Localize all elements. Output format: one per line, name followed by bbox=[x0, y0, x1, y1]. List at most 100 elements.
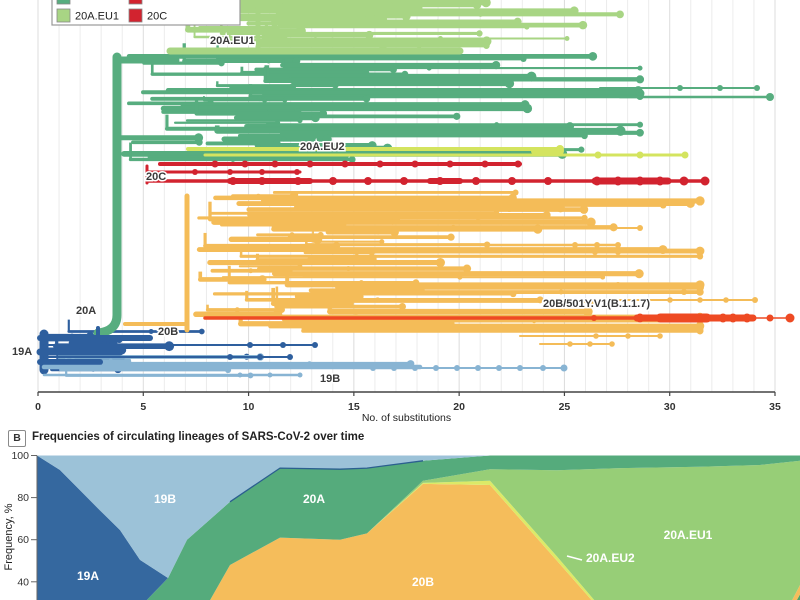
tree-tip-dot bbox=[509, 290, 517, 298]
tree-tip-dot bbox=[659, 202, 667, 209]
clade-label: 20C bbox=[146, 171, 166, 183]
tree-tip-dot bbox=[198, 328, 205, 335]
tree-tip-dot bbox=[678, 313, 688, 323]
tree-node-dot bbox=[541, 271, 547, 277]
tree-tip-dot bbox=[556, 145, 564, 153]
tree-tip-dot bbox=[391, 365, 397, 371]
tree-tip-dot bbox=[634, 269, 644, 279]
tree-tip-dot bbox=[311, 113, 320, 123]
tree-tip-dot bbox=[754, 85, 760, 91]
panel-b-letter: B bbox=[8, 430, 26, 447]
tree-node-dot bbox=[388, 212, 394, 218]
tree-tip-dot bbox=[257, 354, 263, 360]
tree-tip-dot bbox=[481, 0, 491, 8]
tree-node-dot bbox=[522, 309, 528, 315]
panel-b-title: Frequencies of circulating lineages of S… bbox=[32, 431, 365, 443]
tree-tip-dot bbox=[679, 176, 689, 186]
tree-tip-dot bbox=[218, 59, 225, 67]
tree-tip-dot bbox=[282, 97, 288, 103]
tree-node-dot bbox=[245, 27, 251, 33]
tree-tip-dot bbox=[592, 176, 602, 186]
tree-node-dot bbox=[478, 11, 484, 17]
tree-tip-dot bbox=[655, 176, 665, 186]
area-label: 20B bbox=[412, 575, 434, 589]
clade-label: 19A bbox=[12, 346, 32, 358]
y-tick-label: 80 bbox=[17, 492, 29, 504]
tree-node-dot bbox=[375, 229, 381, 235]
area-label: 20A bbox=[303, 492, 325, 506]
tree-tip-dot bbox=[195, 138, 203, 146]
tree-tip-dot bbox=[578, 146, 585, 153]
tree-node-dot bbox=[280, 236, 286, 242]
tree-tip-dot bbox=[229, 177, 237, 185]
tree-tip-dot bbox=[609, 341, 615, 347]
tree-tip-dot bbox=[533, 224, 543, 234]
tree-tip-dot bbox=[560, 364, 568, 372]
tree-tip-dot bbox=[592, 249, 598, 255]
tree-tip-dot bbox=[717, 85, 723, 91]
tree-tip-dot bbox=[447, 233, 455, 241]
tree-tip-dot bbox=[697, 297, 703, 303]
tree-tip-dot bbox=[524, 24, 530, 30]
clade-label: 20A.EU1 bbox=[210, 35, 255, 47]
clade-label: 20A bbox=[76, 305, 96, 317]
tree-node-dot bbox=[354, 250, 360, 256]
tree-tip-dot bbox=[376, 160, 384, 168]
tree-node-dot bbox=[234, 307, 240, 313]
tree-tip-dot bbox=[600, 274, 606, 280]
tree-tip-dot bbox=[411, 160, 419, 168]
tree-node-dot bbox=[148, 329, 154, 335]
tree-tip-dot bbox=[475, 365, 481, 371]
tree-tip-dot bbox=[453, 112, 461, 120]
tree-tip-dot bbox=[636, 121, 644, 128]
tree-tip-dot bbox=[247, 342, 253, 348]
legend-swatch bbox=[56, 8, 71, 23]
tree-tip-dot bbox=[586, 217, 596, 227]
x-tick-label: 35 bbox=[769, 401, 781, 413]
x-axis-title: No. of substitutions bbox=[362, 412, 451, 424]
tree-tip-dot bbox=[567, 341, 573, 347]
x-tick-label: 25 bbox=[559, 401, 571, 413]
tree-tip-dot bbox=[594, 242, 600, 248]
y-tick-label: 100 bbox=[11, 452, 29, 462]
tree-tip-dot bbox=[462, 264, 472, 273]
tree-tip-dot bbox=[700, 176, 710, 186]
tree-tip-dot bbox=[389, 65, 397, 74]
tree-tip-dot bbox=[667, 297, 673, 303]
tree-tip-dot bbox=[695, 196, 705, 206]
tree-tip-dot bbox=[540, 365, 546, 371]
tree-tip-dot bbox=[593, 333, 599, 339]
tree-node-dot bbox=[457, 274, 463, 280]
tree-tip-dot bbox=[192, 169, 198, 175]
legend-box bbox=[51, 0, 241, 26]
tree-node-dot bbox=[493, 130, 499, 136]
tree-tip-dot bbox=[322, 134, 332, 144]
x-tick-label: 5 bbox=[140, 401, 146, 413]
tree-node-dot bbox=[390, 219, 396, 225]
tree-tip-dot bbox=[312, 342, 318, 348]
tree-tip-dot bbox=[237, 372, 243, 378]
legend-swatch bbox=[56, 0, 71, 5]
tree-node-dot bbox=[428, 226, 434, 232]
phylogenetic-tree-panel: 0 5 10 15 20 25 30 35 No. of substitutions 20A.EU… bbox=[11, 0, 795, 424]
tree-tip-dot bbox=[695, 246, 705, 256]
tree-tip-dot bbox=[435, 258, 445, 268]
tree-tip-dot bbox=[517, 365, 523, 371]
tree-tip-dot bbox=[483, 42, 490, 49]
tree-tip-dot bbox=[472, 0, 482, 10]
tree-tip-dot bbox=[227, 354, 233, 360]
tree-tip-dot bbox=[564, 36, 570, 41]
tree-tip-dot bbox=[696, 253, 704, 260]
tree-tip-dot bbox=[766, 93, 774, 101]
tree-tip-dot bbox=[454, 365, 460, 371]
tree-tip-dot bbox=[294, 177, 302, 185]
legend-label: 20A.EU1 bbox=[75, 11, 119, 23]
tree-tip-dot bbox=[241, 160, 249, 168]
tree-tip-dot bbox=[635, 75, 645, 84]
tree-tip-dot bbox=[297, 117, 303, 124]
clade-label: 20B bbox=[158, 326, 178, 338]
tree-tip-dot bbox=[587, 341, 593, 347]
area-19B bbox=[37, 455, 800, 578]
tree-tip-dot bbox=[615, 249, 621, 255]
